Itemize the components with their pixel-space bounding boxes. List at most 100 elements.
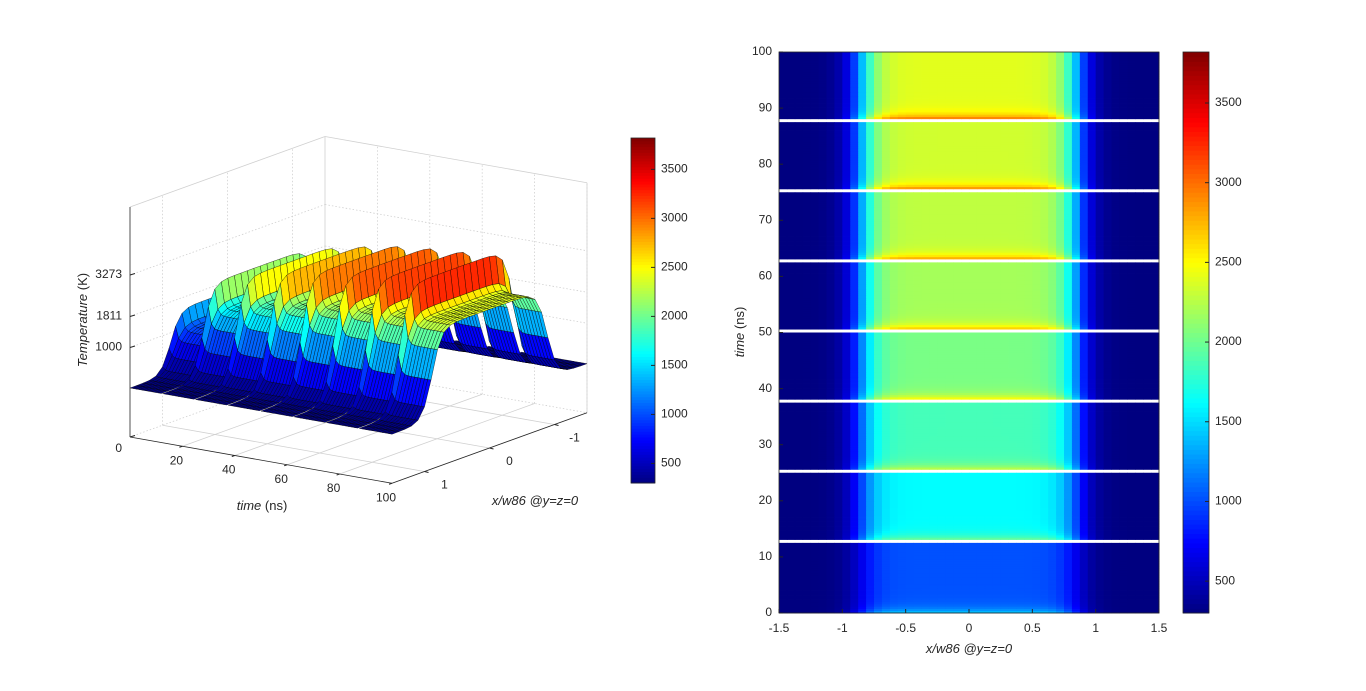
heat-cell (866, 542, 875, 544)
heat-cell (953, 542, 962, 544)
heat-cell (802, 542, 812, 544)
colorbar-cell (631, 324, 655, 329)
colorbar-cell (631, 273, 655, 277)
colorbar-cell (631, 175, 655, 179)
heat-cell (1111, 542, 1120, 544)
z-tick-label: 0 (115, 441, 122, 455)
heat-cell (921, 542, 930, 544)
colorbar-cell (631, 169, 655, 173)
colorbar-cell (631, 428, 655, 432)
colorbar-cell (631, 255, 655, 260)
heat-cell (818, 542, 827, 544)
heat-cell (1016, 542, 1025, 544)
colorbar-cell (631, 350, 655, 355)
colorbar-cell (631, 138, 655, 142)
colorbar-cell (631, 396, 655, 401)
colorbar-cell (631, 370, 655, 375)
colorbar-cell (631, 299, 655, 303)
colorbar-cell (631, 359, 655, 363)
colorbar-tick-label: 1500 (661, 358, 688, 372)
colorbar-cell (631, 339, 655, 343)
colorbar-tick-label: 1000 (661, 407, 688, 421)
colorbar-cell (631, 342, 655, 346)
heat-cell (1032, 542, 1041, 544)
colorbar-cell (631, 402, 655, 406)
colorbar-cell (631, 431, 655, 435)
colorbar-cell (631, 258, 655, 263)
colorbar-cell (631, 178, 655, 182)
x-tick-label: 40 (222, 463, 236, 477)
heat-cell (961, 542, 970, 544)
colorbar-cell (631, 235, 655, 240)
colorbar-cell (631, 319, 655, 323)
colorbar-cell (631, 278, 655, 283)
heat-cell (1064, 542, 1073, 544)
heat-cell (1135, 542, 1144, 544)
colorbar-cell (631, 284, 655, 288)
colorbar-cell (631, 451, 655, 455)
heat-cell (786, 542, 796, 544)
colorbar-cell (631, 448, 655, 452)
heat-cell (937, 542, 946, 544)
colorbar-cell (631, 186, 655, 191)
colorbar-cell (631, 143, 655, 148)
colorbar-tick-label: 500 (661, 456, 681, 470)
colorbar-cell (631, 158, 655, 162)
colorbar-cell (631, 204, 655, 208)
heat-cell (1071, 542, 1081, 544)
heat-cell (1151, 542, 1160, 544)
z-tick-label: 3273 (95, 267, 122, 281)
colorbar-cell (631, 336, 655, 340)
heat-cell (1103, 542, 1112, 544)
colorbar-cell (631, 327, 655, 332)
colorbar-cell (631, 209, 655, 214)
wall-edge (129, 136, 326, 208)
colorbar-tick-label: 3000 (661, 211, 688, 225)
heat-cell (858, 542, 867, 544)
heat-cell (874, 542, 883, 544)
colorbar-cell (631, 184, 655, 188)
colorbar-cell (631, 253, 655, 257)
colorbar-cell (631, 163, 655, 168)
y-tick-label: 0 (506, 454, 513, 468)
colorbar-cell (631, 230, 655, 234)
colorbar-cell (631, 434, 655, 438)
heat-cell (881, 542, 891, 544)
colorbar-cell (631, 192, 655, 196)
colorbar-cell (631, 198, 655, 202)
y-axis-label: x/w86 @y=z=0 (491, 493, 579, 508)
colorbar-cell (631, 149, 655, 153)
colorbar-cell (631, 393, 655, 398)
colorbar-cell (631, 189, 655, 194)
colorbar-cell (631, 477, 655, 481)
x-axis-label: time (ns) (237, 498, 288, 513)
colorbar-cell (631, 250, 655, 254)
colorbar-cell (631, 218, 655, 222)
colorbar-cell (631, 161, 655, 165)
colorbar-cell (631, 212, 655, 217)
colorbar-cell (631, 408, 655, 412)
colorbar-cell (631, 293, 655, 297)
heat-cell (1008, 542, 1017, 544)
colorbar-cell (631, 347, 655, 352)
colorbar-cell (631, 270, 655, 274)
grid-line (324, 366, 588, 414)
colorbar-cell (631, 232, 655, 237)
heat-cell (1040, 542, 1049, 544)
colorbar-cell (631, 399, 655, 403)
heat-cell (1087, 542, 1097, 544)
colorbar-cell (631, 460, 655, 464)
heat-cell (984, 542, 994, 544)
colorbar-tick-label: 2000 (661, 309, 688, 323)
y-tick-label: -1 (569, 431, 580, 445)
colorbar-cell (631, 468, 655, 472)
heat-cell (992, 542, 1002, 544)
colorbar-cell (631, 221, 655, 225)
colorbar-cell (631, 445, 655, 449)
colorbar-cell (631, 307, 655, 311)
heat-cell (1119, 542, 1128, 544)
heat-cell (810, 542, 819, 544)
heat-cell (945, 542, 954, 544)
colorbar-cell (631, 388, 655, 392)
